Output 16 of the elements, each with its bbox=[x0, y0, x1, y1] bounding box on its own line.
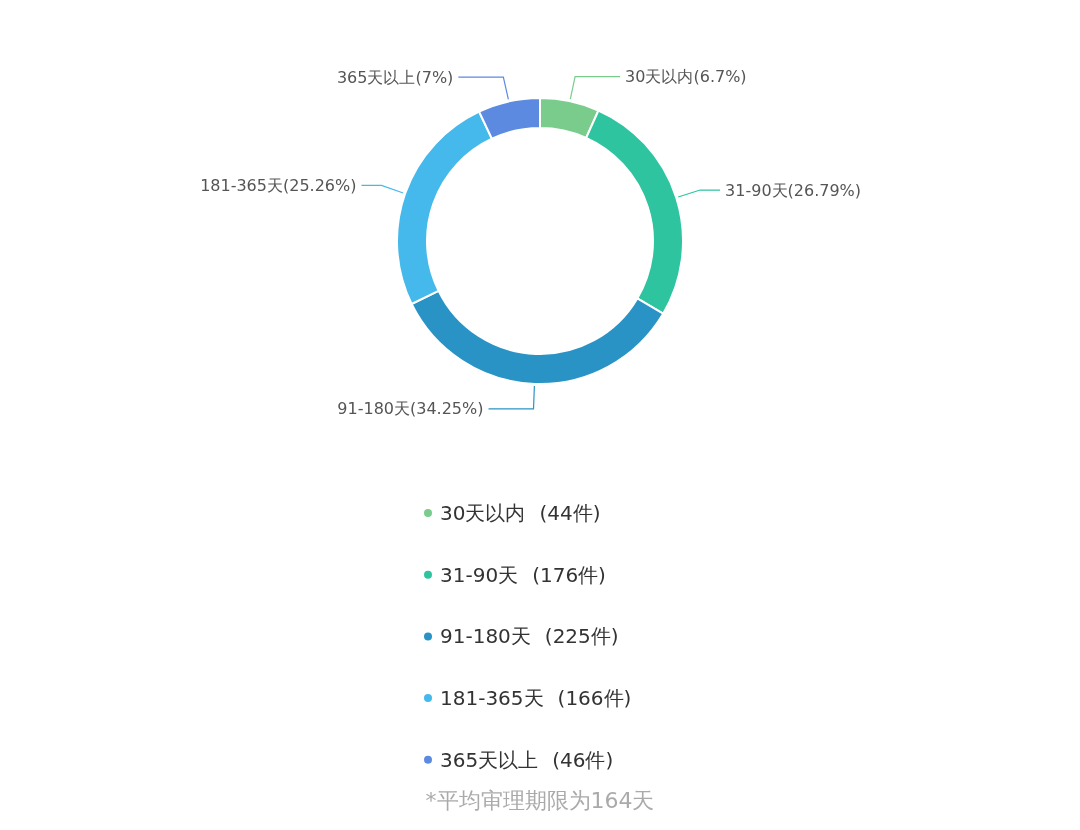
legend-label: 91-180天 bbox=[440, 624, 531, 649]
category-label: 30天以内(6.7%) bbox=[625, 67, 747, 87]
category-label: 91-180天(34.25%) bbox=[337, 399, 484, 419]
category-label: 181-365天(25.26%) bbox=[200, 175, 357, 195]
legend-label: 365天以上 bbox=[440, 747, 539, 772]
text: *平均审理期限为164天 bbox=[425, 788, 655, 813]
text: (46件) bbox=[552, 747, 614, 772]
legend-label: 30天以内 bbox=[440, 501, 526, 525]
legend-label: 31-90天 bbox=[440, 562, 519, 587]
category-label: 31-90天(26.79%) bbox=[725, 180, 862, 200]
text: (176件) bbox=[532, 562, 606, 587]
text: (225件) bbox=[544, 624, 619, 649]
category-label: 365天以上(7%) bbox=[336, 67, 454, 87]
text: (44件) bbox=[539, 501, 601, 525]
legend-label: 181-365天 bbox=[440, 686, 544, 711]
text: (166件) bbox=[557, 686, 632, 711]
